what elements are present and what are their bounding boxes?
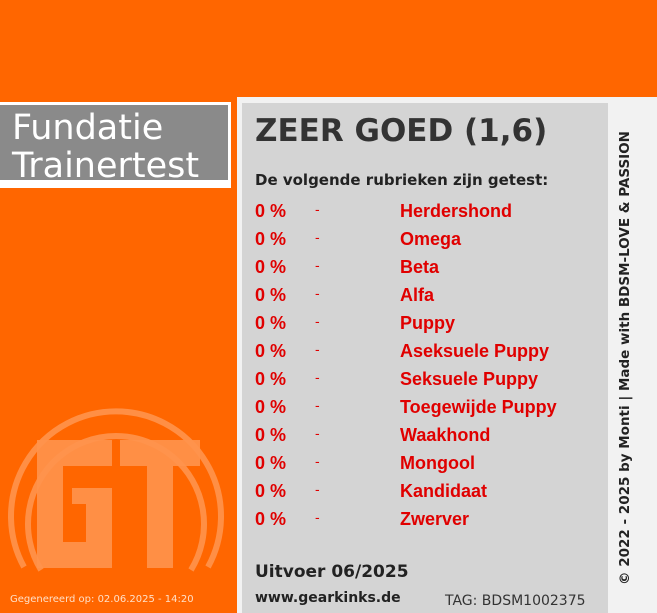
- tag-id: TAG: BDSM1002375: [445, 593, 586, 609]
- result-category: Mongool: [400, 453, 475, 473]
- result-category: Toegewijde Puppy: [400, 397, 557, 417]
- title-line-2: Trainertest: [12, 146, 200, 186]
- result-row: 0 % - Seksuele Puppy: [255, 369, 595, 397]
- result-category: Herdershond: [400, 201, 513, 221]
- result-row: 0 % - Mongool: [255, 453, 595, 481]
- result-separator: -: [315, 453, 320, 469]
- gt-logo-icon: [8, 408, 224, 572]
- result-separator: -: [315, 285, 320, 301]
- top-banner: [0, 0, 657, 97]
- copyright-text: © 2022 - 2025 by Monti | Made with BDSM-…: [617, 131, 633, 585]
- result-row: 0 % - Alfa: [255, 285, 595, 313]
- result-separator: -: [315, 341, 320, 357]
- result-percent: 0 %: [255, 509, 287, 529]
- result-separator: -: [315, 397, 320, 413]
- result-row: 0 % - Kandidaat: [255, 481, 595, 509]
- result-row: 0 % - Herdershond: [255, 201, 595, 229]
- result-category: Puppy: [400, 313, 456, 333]
- result-percent: 0 %: [255, 201, 287, 221]
- result-row: 0 % - Beta: [255, 257, 595, 285]
- result-percent: 0 %: [255, 453, 287, 473]
- rating-title: ZEER GOED (1,6): [255, 113, 548, 149]
- result-category: Alfa: [400, 285, 435, 305]
- result-percent: 0 %: [255, 257, 287, 277]
- result-row: 0 % - Aseksuele Puppy: [255, 341, 595, 369]
- result-separator: -: [315, 369, 320, 385]
- result-percent: 0 %: [255, 369, 287, 389]
- result-category: Kandidaat: [400, 481, 488, 501]
- title-box: Fundatie Trainertest: [0, 102, 231, 188]
- export-date: Uitvoer 06/2025: [255, 562, 409, 582]
- result-percent: 0 %: [255, 229, 287, 249]
- result-percent: 0 %: [255, 425, 287, 445]
- generated-timestamp: Gegenereerd op: 02.06.2025 - 14:20: [10, 594, 194, 605]
- result-separator: -: [315, 201, 320, 217]
- result-separator: -: [315, 313, 320, 329]
- result-separator: -: [315, 481, 320, 497]
- website-link[interactable]: www.gearkinks.de: [255, 590, 401, 606]
- result-separator: -: [315, 257, 320, 273]
- result-percent: 0 %: [255, 397, 287, 417]
- result-percent: 0 %: [255, 341, 287, 361]
- result-category: Aseksuele Puppy: [400, 341, 550, 361]
- result-row: 0 % - Omega: [255, 229, 595, 257]
- result-category: Omega: [400, 229, 462, 249]
- result-row: 0 % - Waakhond: [255, 425, 595, 453]
- tested-categories-heading: De volgende rubrieken zijn getest:: [255, 171, 549, 189]
- result-percent: 0 %: [255, 481, 287, 501]
- side-credit: © 2022 - 2025 by Monti | Made with BDSM-…: [613, 103, 637, 613]
- result-separator: -: [315, 509, 320, 525]
- result-category: Beta: [400, 257, 440, 277]
- result-category: Waakhond: [400, 425, 491, 445]
- result-separator: -: [315, 229, 320, 245]
- result-category: Zwerver: [400, 509, 470, 529]
- result-category: Seksuele Puppy: [400, 369, 539, 389]
- result-row: 0 % - Puppy: [255, 313, 595, 341]
- result-row: 0 % - Zwerver: [255, 509, 595, 537]
- result-percent: 0 %: [255, 285, 287, 305]
- title-line-1: Fundatie: [12, 108, 164, 148]
- result-row: 0 % - Toegewijde Puppy: [255, 397, 595, 425]
- result-percent: 0 %: [255, 313, 287, 333]
- result-panel: ZEER GOED (1,6) De volgende rubrieken zi…: [242, 103, 608, 613]
- result-separator: -: [315, 425, 320, 441]
